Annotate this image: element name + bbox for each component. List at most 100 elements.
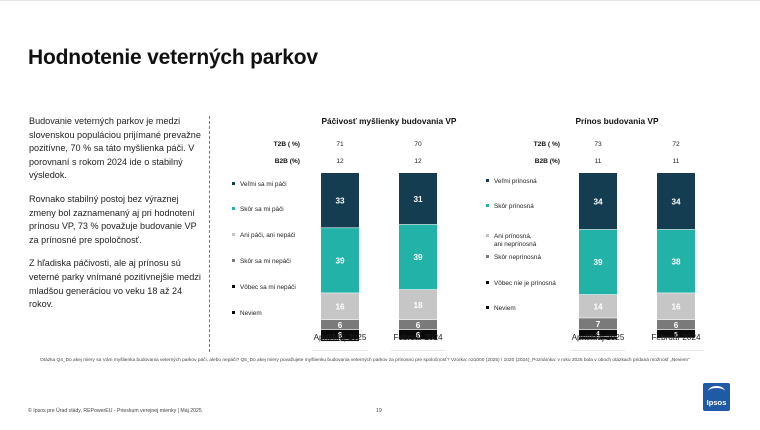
summary-text: Budovanie veterných parkov je medzi slov… [29,115,201,322]
chart-title: Prínos budovania VP [576,116,659,126]
legend-swatch [232,233,235,236]
summary-paragraph-1: Budovanie veterných parkov je medzi slov… [29,116,201,181]
column-divider [209,116,210,352]
bar-segment [321,319,359,330]
page-title: Hodnotenie veterných parkov [28,46,318,69]
bar-data-label: 34 [593,197,603,206]
bar-segment [321,228,359,293]
category-label: Február 2024 [651,333,701,342]
bar-segment [399,289,437,320]
bar-data-label: 33 [335,196,345,205]
t2b-label: T2B ( %) [534,141,560,148]
bar-segment [657,329,695,338]
b2b-label: B2B (%) [275,158,300,165]
legend-swatch [232,259,235,262]
legend-swatch [232,311,235,314]
bar-segment [321,329,359,340]
bar-data-label: 16 [671,302,681,311]
bar-data-label: 39 [413,253,423,262]
bar-data-label: 2 [596,336,600,343]
t2b-value: 73 [594,141,602,148]
legend-label: Ani prínosná, [494,233,532,240]
t2b-label: T2B ( %) [274,141,300,148]
b2b-value: 11 [595,158,602,165]
footer-copyright: © Ipsos pre Úrad vlády, REPowerEU - Prie… [28,408,202,414]
bar-data-label: 5 [674,331,678,338]
legend-label: Skôr sa mi páči [240,206,284,213]
bar-segment [579,318,617,330]
category-label: Apríl/Máj 2025 [314,333,367,342]
b2b-value: 12 [336,158,344,165]
bar-data-label: 4 [596,330,600,337]
chart-title: Páčivosť myšlienky budovania VP [322,116,457,126]
legend-label: Ani páči, ani nepáči [240,232,295,239]
bar-segment [579,294,617,318]
bar-segment [321,173,359,228]
legend-swatch [486,306,489,309]
bar-segment [321,340,359,342]
b2b-label: B2B (%) [535,158,560,165]
legend-label: Skôr sa mi nepáči [240,258,291,265]
legend-label-cont: ani neprínosná [494,241,537,248]
bar-segment [321,293,359,320]
bar-data-label: 6 [416,331,421,340]
bar-data-label: 38 [671,257,681,266]
bar-data-label: 6 [338,331,343,340]
bar-data-label: 6 [674,321,679,330]
bar-data-label: 39 [593,258,603,267]
b2b-value: 12 [414,158,422,165]
bar-data-label: 14 [593,302,603,311]
summary-paragraph-2: Rovnako stabilný postoj bez výraznej zme… [29,193,197,245]
b2b-value: 11 [673,158,680,165]
bar-segment [399,224,437,290]
bar-segment [579,173,617,230]
legend-label: Veľmi sa mi páči [240,181,287,188]
t2b-value: 72 [672,141,680,148]
summary-paragraph-3: Z hľadiska páčivosti, ale aj prínosu sú … [29,258,201,310]
bar-segment [579,336,617,340]
bar-segment [657,229,695,293]
category-label: Apríl/Máj 2025 [572,333,625,342]
legend-label: Vôbec sa mi nepáči [240,284,296,291]
logo-arc-icon [708,386,725,397]
ipsos-logo: Ipsos [703,383,730,411]
legend-swatch [232,182,235,185]
bar-data-label: 1 [338,338,342,345]
legend-swatch [486,204,489,207]
logo-text: Ipsos [706,398,727,407]
legend-swatch [486,179,489,182]
bar-data-label: 31 [413,195,423,204]
legend-label: Veľmi prínosná [494,178,537,185]
bar-data-label: 16 [335,302,345,311]
category-label: Február 2024 [393,333,443,342]
bar-segment [657,319,695,330]
legend-swatch [486,255,489,258]
bar-segment [399,319,437,330]
bar-segment [657,293,695,320]
bar-data-label: 6 [338,321,343,330]
t2b-value: 70 [414,141,422,148]
footnote: Otázka Q4_Do akej miery sa Vám myšlienka… [40,358,690,363]
bar-data-label: 18 [413,301,423,310]
bar-segment [579,329,617,337]
bar-data-label: 7 [596,320,601,329]
bar-segment [657,173,695,230]
top-border [0,0,760,1]
legend-swatch [232,285,235,288]
legend-label: Neviem [494,305,516,312]
legend-label: Skôr prínosná [494,203,534,210]
page-number: 19 [376,408,382,414]
bar-data-label: 34 [671,197,681,206]
bar-segment [399,329,437,340]
bar-segment [399,173,437,225]
legend-label: Skôr neprínosná [494,254,541,261]
t2b-value: 71 [336,141,344,148]
legend-swatch [232,207,235,210]
bar-data-label: 39 [335,257,345,266]
legend-swatch [486,281,489,284]
legend-label: Vôbec nie je prínosná [494,280,556,287]
bar-segment [579,229,617,295]
legend-swatch [486,234,489,237]
